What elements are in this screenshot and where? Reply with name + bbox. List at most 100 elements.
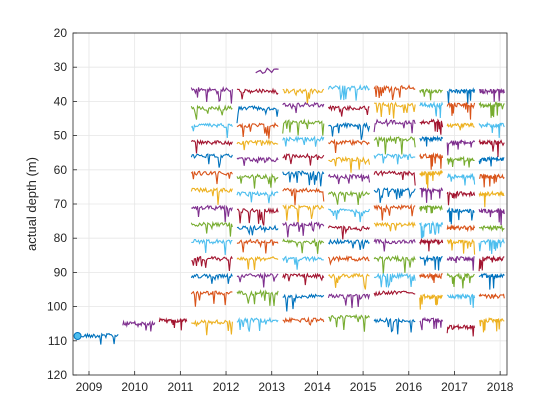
series-line bbox=[190, 186, 233, 205]
series-line bbox=[236, 190, 279, 204]
series-line bbox=[191, 204, 233, 223]
series-line bbox=[328, 237, 370, 250]
series-line bbox=[419, 204, 443, 214]
series-line bbox=[236, 155, 279, 166]
series-line bbox=[328, 313, 370, 332]
series-line bbox=[446, 238, 476, 255]
series-line bbox=[236, 224, 279, 236]
series-line bbox=[328, 121, 371, 140]
series-line bbox=[446, 206, 475, 225]
series-line bbox=[446, 122, 475, 131]
series-line bbox=[282, 187, 325, 206]
y-tick-label: 90 bbox=[54, 265, 68, 279]
series-line bbox=[478, 272, 505, 290]
series-line bbox=[419, 152, 444, 170]
series-line bbox=[190, 86, 233, 104]
x-tick-label: 2015 bbox=[350, 380, 377, 394]
x-tick-label: 2016 bbox=[395, 380, 422, 394]
series-line bbox=[122, 319, 156, 332]
series-line bbox=[419, 293, 443, 310]
series-line bbox=[446, 155, 475, 168]
data-series-layer bbox=[73, 67, 505, 345]
series-line bbox=[190, 220, 233, 237]
series-line bbox=[282, 88, 325, 105]
series-line bbox=[190, 272, 233, 284]
series-line bbox=[77, 332, 119, 345]
grid-lines bbox=[73, 32, 507, 376]
series-line bbox=[373, 317, 416, 335]
series-line bbox=[236, 87, 279, 100]
series-line bbox=[446, 223, 476, 233]
series-line bbox=[478, 293, 505, 300]
series-line bbox=[419, 186, 444, 203]
series-line bbox=[419, 118, 444, 135]
x-tick-label: 2012 bbox=[213, 380, 240, 394]
series-line bbox=[282, 118, 325, 136]
series-line bbox=[373, 153, 416, 165]
series-line bbox=[282, 101, 325, 114]
x-tick-labels: 2009 2010 2011 2012 2013 2014 2015 2016 2017 2018 bbox=[76, 380, 514, 394]
series-line bbox=[327, 173, 371, 185]
series-line bbox=[373, 290, 416, 297]
series-line bbox=[236, 121, 279, 139]
series-line bbox=[158, 317, 188, 331]
y-tick-label: 50 bbox=[54, 129, 68, 143]
x-tick-label: 2014 bbox=[304, 380, 331, 394]
series-line bbox=[190, 153, 233, 168]
x-tick-label: 2013 bbox=[258, 380, 285, 394]
series-line bbox=[478, 224, 505, 233]
series-line bbox=[373, 254, 416, 275]
x-tick-label: 2010 bbox=[121, 380, 148, 394]
series-line bbox=[419, 237, 444, 252]
series-line bbox=[191, 255, 233, 272]
x-tick-label: 2018 bbox=[487, 380, 514, 394]
series-line bbox=[446, 190, 476, 206]
series-line bbox=[328, 155, 371, 173]
series-line bbox=[327, 255, 370, 266]
series-line bbox=[236, 289, 279, 307]
series-line bbox=[419, 220, 444, 239]
series-line bbox=[190, 139, 233, 154]
y-tick-label: 100 bbox=[47, 300, 67, 314]
series-line bbox=[478, 121, 505, 138]
series-line bbox=[478, 155, 505, 167]
short-series-line bbox=[255, 67, 279, 75]
y-tick-label: 40 bbox=[54, 94, 68, 108]
x-tick-label: 2009 bbox=[76, 380, 103, 394]
y-tick-label: 30 bbox=[54, 60, 68, 74]
series-line bbox=[282, 170, 325, 187]
series-line bbox=[190, 290, 233, 307]
y-tick-label: 110 bbox=[48, 334, 67, 348]
series-line bbox=[236, 316, 279, 332]
y-axis-label: actual depth (m) bbox=[24, 157, 39, 251]
series-line bbox=[373, 118, 416, 134]
series-line bbox=[328, 208, 371, 223]
series-line bbox=[373, 135, 416, 155]
series-line bbox=[373, 187, 416, 203]
series-line bbox=[479, 88, 505, 102]
series-line bbox=[190, 104, 233, 120]
series-line bbox=[236, 207, 279, 226]
series-line bbox=[191, 238, 233, 255]
series-line bbox=[446, 293, 476, 308]
series-line bbox=[479, 316, 505, 333]
series-line bbox=[478, 101, 505, 118]
series-line bbox=[327, 83, 370, 101]
series-line bbox=[419, 100, 444, 119]
series-line bbox=[327, 190, 370, 206]
series-line bbox=[478, 190, 505, 208]
series-line bbox=[419, 272, 443, 283]
series-line bbox=[236, 255, 279, 270]
series-line bbox=[282, 135, 325, 147]
series-line bbox=[446, 323, 476, 337]
series-line bbox=[446, 139, 476, 156]
series-line bbox=[282, 272, 325, 286]
series-line bbox=[236, 105, 279, 124]
series-line bbox=[446, 255, 475, 271]
series-line bbox=[478, 207, 505, 226]
series-line bbox=[236, 172, 279, 189]
y-tick-label: 80 bbox=[54, 231, 68, 245]
series-line bbox=[447, 172, 476, 186]
series-line bbox=[328, 138, 370, 154]
